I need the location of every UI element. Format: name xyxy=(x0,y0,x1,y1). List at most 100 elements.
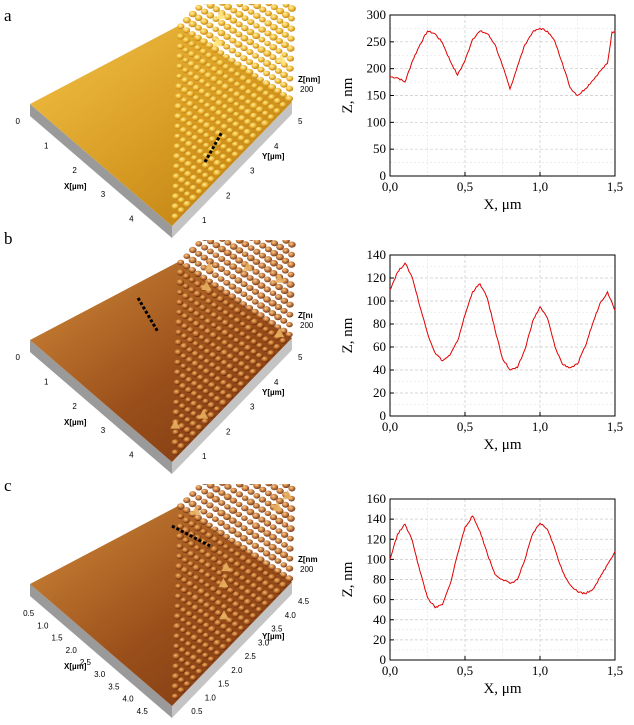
x-tick-label: 1.0 xyxy=(37,621,49,630)
x-tick-label: 4.5 xyxy=(137,707,149,716)
profile-marker xyxy=(171,524,213,549)
y-axis-title: Z, nm xyxy=(340,561,356,597)
x-tick-label: 0 xyxy=(16,353,21,362)
y-tick-label: 120 xyxy=(367,270,387,285)
y-tick-label: 5 xyxy=(298,117,303,126)
surface-peak xyxy=(276,53,287,63)
y-tick-label: 100 xyxy=(367,551,387,566)
x-tick-label: 1,0 xyxy=(532,663,548,678)
x-tick-label: 1.5 xyxy=(51,634,63,643)
z-axis-value: 200 xyxy=(300,565,314,574)
y-tick-label: 4.5 xyxy=(298,597,310,606)
x-axis-title: X[µm] xyxy=(64,182,87,191)
y-tick-label: 80 xyxy=(373,572,386,587)
surface-bumps xyxy=(171,484,296,700)
x-tick-label: 0 xyxy=(16,117,21,126)
z-axis-title: Z[nm xyxy=(298,555,318,564)
x-axis-title: X, μm xyxy=(483,681,521,697)
y-tick-label: 1 xyxy=(202,216,207,225)
y-tick-label: 40 xyxy=(373,362,386,377)
x-axis-title: X, μm xyxy=(483,197,521,213)
y-tick-label: 100 xyxy=(367,293,387,308)
x-tick-label: 4 xyxy=(129,215,134,224)
surface-peak xyxy=(274,328,285,338)
x-tick-label: 1,5 xyxy=(607,419,623,434)
y-tick-label: 5 xyxy=(298,353,303,362)
surface-peak xyxy=(219,610,229,620)
z-axis-title: Z[nm] xyxy=(298,75,321,84)
x-tick-label: 0.5 xyxy=(23,609,35,618)
y-tick-label: 4 xyxy=(274,142,279,151)
x-axis-title: X, μm xyxy=(483,437,521,453)
x-tick-label: 0,5 xyxy=(457,663,473,678)
profile-chart-b: 0 20 40 60 80 100 120 140 0,0 0,5 1,0 1,5 X, μm Z, nm xyxy=(330,240,634,475)
y-tick-label: 140 xyxy=(367,511,387,526)
x-tick-label: 2.5 xyxy=(80,658,92,667)
y-tick-label: 0 xyxy=(380,652,387,667)
profile-marker xyxy=(136,297,160,333)
x-tick-label: 1,5 xyxy=(607,663,623,678)
y-axis-title: Z, nm xyxy=(340,317,356,353)
surface-peak xyxy=(201,281,212,291)
surface-bumps xyxy=(170,240,296,456)
surface-peak xyxy=(198,409,209,419)
plot-frame xyxy=(389,254,616,417)
x-tick-label: 2 xyxy=(72,166,77,175)
x-axis-title: X[µm] xyxy=(64,418,87,427)
x-tick-label: 0,0 xyxy=(382,663,398,678)
x-tick-label: 0,0 xyxy=(382,179,398,194)
surface-peak xyxy=(170,419,181,429)
profile-chart-c: 0 20 40 60 80 100 120 140 160 0,0 0,5 1,0 1,5 X, μm Z,… xyxy=(330,484,634,719)
x-tick-label: 0,5 xyxy=(457,419,473,434)
y-axis-title: Y[µm] xyxy=(262,632,285,641)
x-tick-label: 4.0 xyxy=(122,695,134,704)
y-tick-label: 80 xyxy=(373,316,386,331)
x-tick-label: 1,0 xyxy=(532,419,548,434)
surface-peak xyxy=(216,10,227,20)
surface-peak xyxy=(221,562,232,572)
x-tick-label: 3 xyxy=(101,190,106,199)
x-tick-label: 3 xyxy=(101,426,106,435)
y-tick-label: 120 xyxy=(367,531,387,546)
surface-side-left xyxy=(30,584,172,718)
y-axis-title: Z, nm xyxy=(340,77,356,113)
profile-line xyxy=(389,262,616,371)
y-tick-label: 0.5 xyxy=(191,707,203,716)
x-tick-label: 3.0 xyxy=(94,670,106,679)
surface-side-left xyxy=(30,104,172,238)
y-tick-label: 3.0 xyxy=(258,638,270,647)
surface-peak xyxy=(218,578,229,588)
surface-peak xyxy=(242,261,253,271)
z-axis-value: 200 xyxy=(300,85,314,94)
surface-side-right xyxy=(172,338,292,474)
y-tick-label: 0 xyxy=(380,408,387,423)
panel-letter-a: a xyxy=(4,6,12,25)
surface-peak xyxy=(191,505,201,515)
afm-surface-c: 0.51.01.52.02.53.03.54.04.55.000.51.01.5… xyxy=(0,484,330,719)
y-tick-label: 1.0 xyxy=(205,693,217,702)
y-axis-title: Y[µm] xyxy=(262,152,285,161)
panel-letter-b: b xyxy=(4,229,13,248)
y-tick-label: 20 xyxy=(373,632,386,647)
surface-peak xyxy=(212,37,223,47)
y-tick-label: 2 xyxy=(226,191,231,200)
surface-side-right xyxy=(172,102,292,238)
y-tick-label: 20 xyxy=(373,385,386,400)
y-tick-label: 140 xyxy=(367,247,387,262)
y-tick-label: 250 xyxy=(367,34,387,49)
y-tick-label: 4.0 xyxy=(285,611,297,620)
surface-peak xyxy=(272,501,283,511)
y-tick-label: 3 xyxy=(250,167,255,176)
z-axis-title: Z[nı xyxy=(298,311,313,320)
y-tick-label: 100 xyxy=(367,114,387,129)
y-tick-label: 300 xyxy=(367,7,387,22)
y-tick-label: 40 xyxy=(373,612,386,627)
y-tick-label: 60 xyxy=(373,339,386,354)
panel-letter-c: c xyxy=(4,476,12,495)
z-axis-value: 200 xyxy=(300,321,314,330)
y-tick-label: 3 xyxy=(250,403,255,412)
x-tick-label: 2.0 xyxy=(66,646,78,655)
afm-surface-a: 012345012345X[µm]Y[µm]Z[nm]200 xyxy=(0,4,330,239)
profile-line xyxy=(389,27,616,97)
